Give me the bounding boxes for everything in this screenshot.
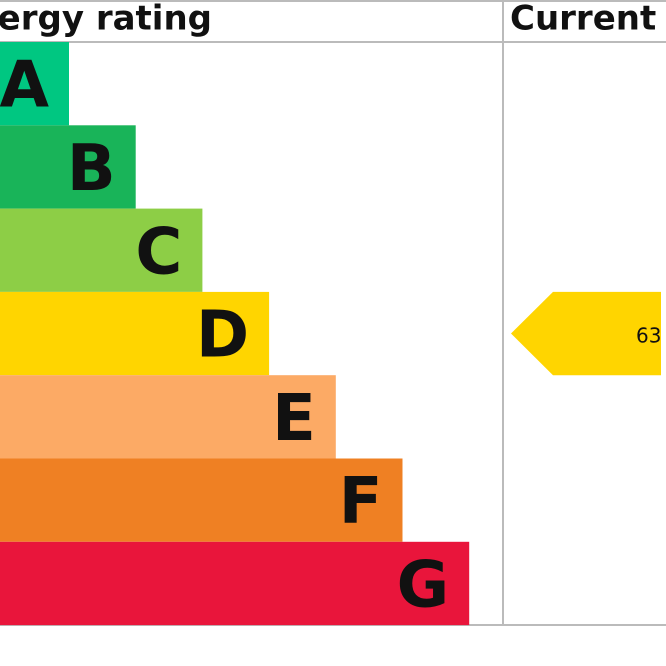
- band-bar: [0, 458, 403, 542]
- band-letter: E: [272, 382, 316, 456]
- band-letter: D: [196, 299, 249, 373]
- current-arrow: [511, 291, 661, 376]
- band-bar: [0, 42, 69, 126]
- band-bar: [0, 375, 336, 459]
- band-letter: F: [339, 465, 383, 539]
- band-bar: [0, 208, 203, 292]
- band-letter: A: [0, 49, 49, 123]
- band-letter: B: [67, 132, 116, 206]
- band-bar: [0, 125, 136, 209]
- current-header: Current: [510, 0, 656, 39]
- band-bar: [0, 291, 270, 376]
- rating-header: Energy rating: [0, 0, 212, 39]
- band-letter: C: [135, 215, 182, 289]
- band-bar: [0, 541, 470, 626]
- band-letter: G: [397, 548, 450, 622]
- current-value: 63: [636, 324, 661, 348]
